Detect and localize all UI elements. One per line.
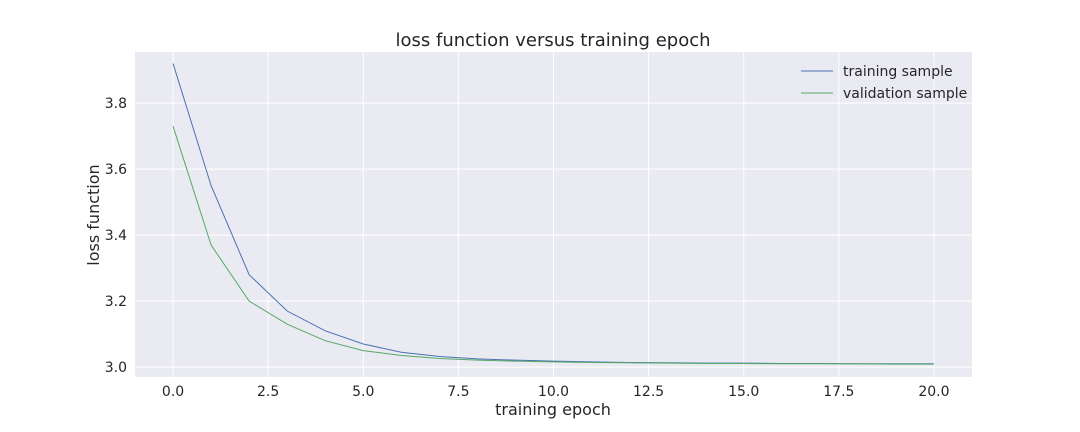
x-tick-label: 10.0 [538,384,569,400]
y-tick-label: 3.2 [105,294,127,310]
series-line-validation-sample [172,126,934,365]
x-tick-label: 7.5 [447,384,469,400]
x-tick-label: 12.5 [633,384,664,400]
x-tick-label: 15.0 [728,384,759,400]
x-tick-label: 5.0 [352,384,374,400]
y-tick-label: 3.4 [105,228,127,244]
x-tick-label: 17.5 [823,384,854,400]
y-tick-label: 3.8 [105,96,127,112]
chart-title: loss function versus training epoch [395,30,710,51]
x-tick-label: 20.0 [918,384,949,400]
series-layer [172,63,934,365]
legend: training sample validation sample [801,64,967,102]
legend-label-training-sample: training sample [843,64,953,80]
y-axis-title: loss function [84,164,103,265]
x-tick-label: 0.0 [162,384,184,400]
y-tick-label: 3.6 [105,162,127,178]
x-tick-label: 2.5 [257,384,279,400]
grid-lines [135,52,972,377]
y-tick-label: 3.0 [105,360,127,376]
legend-label-validation-sample: validation sample [843,86,967,102]
tick-labels: 0.0 2.5 5.0 7.5 10.0 12.5 15.0 17.5 20.0 3.0 3.2 3.… [105,96,950,400]
x-axis-title: training epoch [495,400,611,419]
